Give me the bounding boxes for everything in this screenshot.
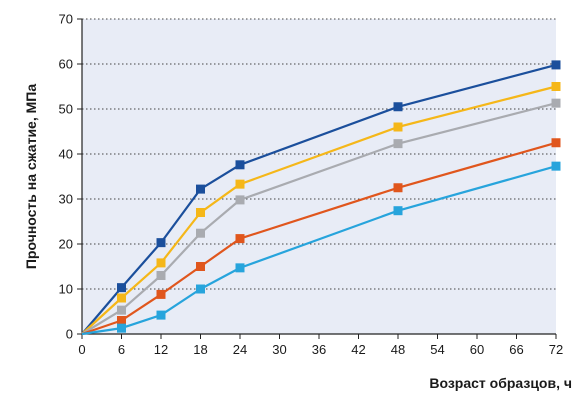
y-tick-label: 50 bbox=[59, 102, 73, 117]
x-tick-label: 6 bbox=[118, 342, 125, 357]
x-tick-label: 42 bbox=[351, 342, 365, 357]
data-point bbox=[551, 161, 561, 171]
data-point bbox=[235, 179, 245, 189]
series-4 bbox=[81, 138, 561, 336]
data-point bbox=[551, 138, 561, 148]
y-tick-label: 70 bbox=[59, 12, 73, 27]
x-tick-label: 48 bbox=[391, 342, 405, 357]
data-point bbox=[117, 293, 126, 303]
x-tick-label: 66 bbox=[509, 342, 523, 357]
data-point bbox=[393, 206, 403, 216]
x-tick-label: 54 bbox=[430, 342, 444, 357]
series-group bbox=[81, 60, 561, 336]
x-tick-label: 0 bbox=[78, 342, 85, 357]
tick-labels: 0 10 20 30 40 50 60 70 0 6 12 18 24 30 36 42 48 54 60 66 72 bbox=[59, 12, 564, 358]
data-point bbox=[196, 284, 205, 294]
data-point bbox=[156, 271, 166, 280]
data-point bbox=[235, 195, 245, 205]
x-tick-label: 24 bbox=[233, 342, 247, 357]
y-tick-label: 0 bbox=[66, 327, 73, 342]
data-point bbox=[156, 289, 166, 299]
data-point bbox=[196, 228, 205, 238]
y-tick-label: 60 bbox=[59, 57, 73, 72]
data-point bbox=[551, 82, 561, 91]
data-point bbox=[156, 258, 166, 268]
x-tick-label: 60 bbox=[470, 342, 484, 357]
data-point bbox=[196, 208, 205, 217]
data-point bbox=[117, 323, 126, 333]
data-point bbox=[393, 102, 403, 112]
data-point bbox=[196, 262, 205, 271]
plot-area bbox=[82, 19, 556, 334]
y-tick-label: 20 bbox=[59, 237, 73, 252]
data-point bbox=[551, 60, 561, 70]
y-tick-label: 30 bbox=[59, 192, 73, 207]
data-point bbox=[551, 98, 561, 108]
x-tick-label: 18 bbox=[193, 342, 207, 357]
data-point bbox=[196, 184, 205, 194]
data-point bbox=[235, 234, 245, 244]
data-point bbox=[156, 238, 166, 248]
data-point bbox=[393, 139, 403, 149]
y-tick-label: 10 bbox=[59, 282, 73, 297]
data-point bbox=[235, 160, 245, 170]
x-tick-label: 36 bbox=[312, 342, 326, 357]
data-point bbox=[393, 183, 403, 193]
data-point bbox=[117, 316, 126, 325]
axes bbox=[77, 18, 557, 339]
x-tick-label: 72 bbox=[549, 342, 563, 357]
series-3 bbox=[81, 98, 561, 335]
data-point bbox=[156, 310, 166, 320]
series-5 bbox=[81, 161, 561, 336]
x-tick-label: 30 bbox=[272, 342, 286, 357]
data-point bbox=[393, 122, 403, 132]
grid bbox=[82, 18, 556, 290]
y-axis-title: Прочность на сжатие, МПа bbox=[23, 84, 39, 269]
x-axis-title: Возраст образцов, ч bbox=[429, 375, 572, 391]
x-tick-label: 12 bbox=[154, 342, 168, 357]
data-point bbox=[117, 283, 126, 293]
series-1 bbox=[81, 60, 561, 335]
data-point bbox=[235, 263, 245, 273]
data-point bbox=[117, 305, 126, 315]
series-2 bbox=[81, 82, 561, 335]
y-tick-label: 40 bbox=[59, 147, 73, 162]
